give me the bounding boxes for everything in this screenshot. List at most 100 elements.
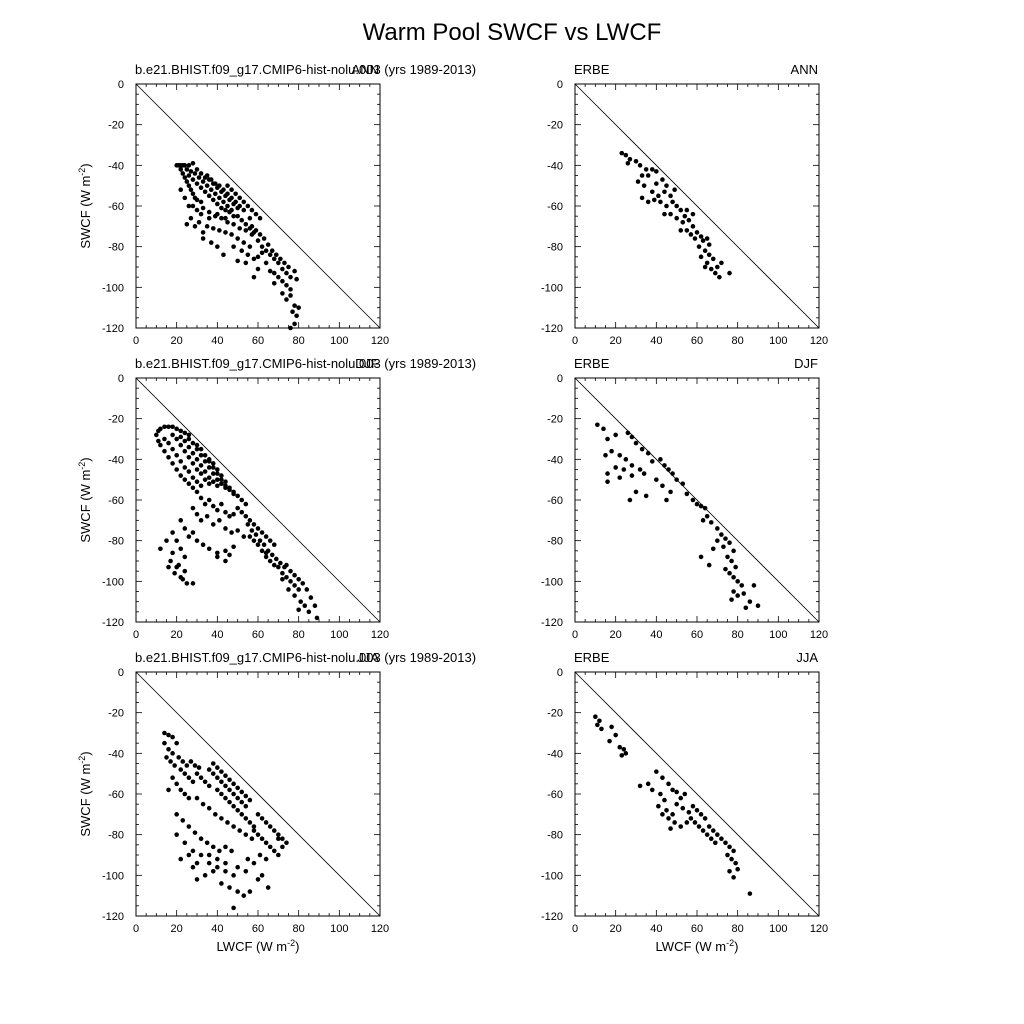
y-axis-label-exponent: -2	[77, 462, 87, 470]
data-point	[227, 485, 232, 491]
data-point	[652, 197, 657, 203]
data-point	[182, 465, 188, 470]
y-tick-label: -120	[541, 911, 563, 923]
data-point	[233, 199, 238, 205]
data-point	[239, 812, 245, 817]
data-point	[178, 167, 184, 172]
panel-ann-model: 0 20 40 60 80 100 120 0 -20 -40 -60 -80 -100 -120 b.e2…	[77, 62, 476, 347]
data-point	[208, 240, 214, 245]
x-tick-label: 40	[650, 923, 662, 935]
data-point	[166, 732, 171, 738]
data-point	[292, 321, 297, 327]
data-point	[241, 207, 247, 213]
data-point	[190, 177, 196, 182]
data-point	[623, 457, 629, 462]
x-axis-label-close: )	[734, 939, 738, 954]
data-point	[202, 477, 208, 482]
data-point	[210, 471, 216, 476]
data-point	[166, 564, 171, 570]
data-point	[690, 803, 696, 809]
data-point	[698, 554, 704, 560]
data-point	[280, 266, 285, 272]
panel-title-left: ERBE	[574, 356, 610, 371]
y-tick-label: -20	[547, 708, 563, 720]
data-point	[241, 893, 247, 898]
data-point	[271, 280, 277, 286]
data-point	[196, 219, 202, 225]
data-point	[198, 452, 204, 458]
data-point	[257, 852, 263, 858]
data-point	[731, 848, 736, 854]
data-point	[251, 274, 257, 280]
data-point	[668, 193, 673, 199]
data-point	[194, 511, 200, 517]
data-point	[702, 264, 708, 270]
data-point	[241, 199, 247, 205]
data-point	[186, 436, 192, 442]
data-point	[735, 579, 740, 584]
data-point	[682, 791, 688, 797]
data-point	[595, 722, 600, 728]
data-point	[727, 540, 732, 545]
x-axis-label-close: )	[295, 939, 299, 954]
data-point	[158, 442, 163, 448]
data-point	[723, 840, 728, 846]
data-point	[288, 287, 293, 292]
data-point	[190, 475, 196, 480]
data-point	[645, 450, 651, 456]
data-point	[619, 753, 625, 758]
data-point	[263, 260, 269, 266]
data-point	[251, 860, 257, 866]
data-point	[204, 183, 210, 188]
data-point	[259, 244, 265, 249]
data-point	[269, 248, 275, 254]
data-point	[664, 497, 669, 503]
data-point	[255, 832, 261, 837]
data-point	[182, 195, 188, 201]
data-point	[198, 775, 204, 781]
data-point	[186, 183, 192, 188]
x-tick-label: 100	[330, 335, 348, 347]
reference-line	[574, 377, 820, 623]
data-point	[174, 538, 179, 543]
data-point	[162, 436, 167, 442]
y-tick-label: 0	[118, 79, 124, 91]
panel-jja-erbe: 0 20 40 60 80 100 120 0 -20 -40 -60 -80 -100 -120 ERBE…	[541, 650, 828, 954]
data-point	[206, 215, 212, 221]
data-point	[192, 763, 198, 768]
data-point	[739, 583, 745, 588]
data-point	[245, 203, 251, 209]
data-point	[215, 483, 220, 489]
data-point	[170, 734, 175, 740]
data-point	[198, 518, 204, 523]
y-tick-label: -40	[108, 454, 124, 466]
data-point	[178, 546, 184, 552]
data-point	[223, 509, 228, 515]
panel-djf-erbe: 0 20 40 60 80 100 120 0 -20 -40 -60 -80 -100 -120 ERBE…	[541, 356, 828, 641]
data-point	[680, 219, 686, 225]
data-point	[698, 234, 704, 239]
x-tick-label: 40	[650, 629, 662, 641]
data-point	[194, 457, 200, 462]
data-point	[639, 195, 645, 201]
data-point	[312, 603, 318, 609]
data-point	[251, 538, 257, 543]
data-point	[158, 426, 163, 432]
y-tick-label: -120	[102, 323, 124, 335]
data-point	[251, 230, 257, 235]
data-point	[186, 469, 192, 474]
data-point	[196, 765, 202, 770]
data-point	[221, 187, 226, 193]
data-point	[715, 832, 720, 837]
data-point	[223, 483, 228, 489]
data-point	[206, 546, 212, 552]
x-axis-label-text: LWCF (W m	[656, 939, 727, 954]
y-tick-label: -40	[547, 454, 563, 466]
data-point	[215, 471, 220, 476]
data-point	[221, 252, 226, 258]
data-point	[198, 471, 204, 476]
x-tick-label: 120	[810, 923, 828, 935]
data-point	[217, 195, 222, 201]
data-point	[196, 175, 202, 180]
data-point	[704, 832, 710, 837]
